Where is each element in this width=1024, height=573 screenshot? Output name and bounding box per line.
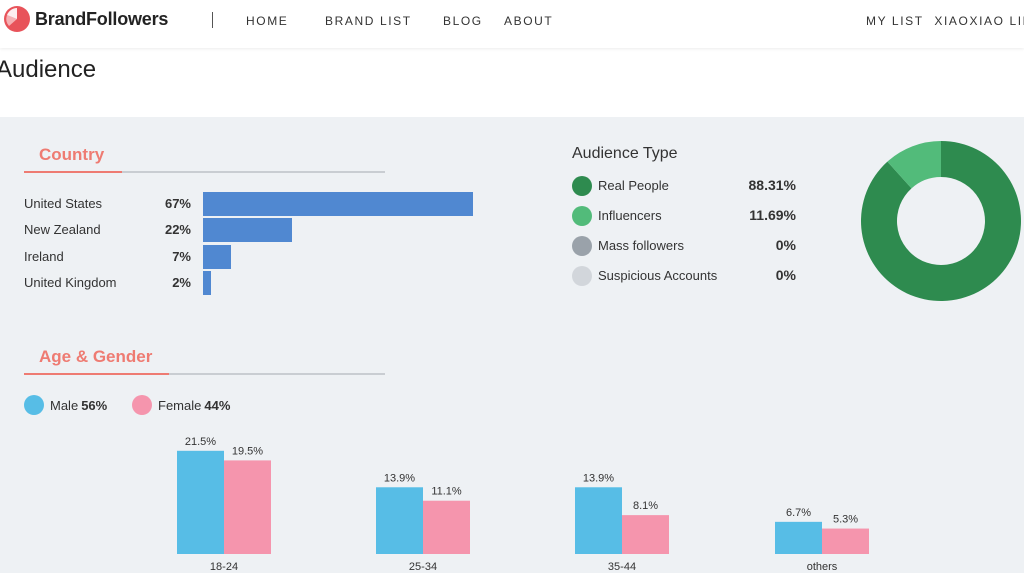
suspicious-accounts-dot-icon xyxy=(572,266,592,286)
age-category-label: 18-24 xyxy=(210,561,238,573)
country-percent: 67% xyxy=(164,196,191,211)
top-navbar: BrandFollowers HOME BRAND LIST BLOG ABOU… xyxy=(0,0,1024,48)
country-row: United Kingdom 2% xyxy=(24,271,484,295)
female-value: 44% xyxy=(204,397,231,413)
audience-panel xyxy=(0,117,1024,573)
audience-type-label: Influencers xyxy=(598,208,662,223)
age-gender-title-rule xyxy=(24,373,385,375)
bar-female-35-44 xyxy=(622,515,669,554)
nav-blog[interactable]: BLOG xyxy=(443,14,483,28)
audience-type-row: Suspicious Accounts 0% xyxy=(572,265,802,287)
audience-type-label: Suspicious Accounts xyxy=(598,268,718,283)
audience-type-value: 11.69% xyxy=(749,207,796,223)
male-legend: Male 56% xyxy=(24,394,107,416)
audience-type-row: Mass followers 0% xyxy=(572,235,802,257)
nav-divider xyxy=(212,12,213,28)
country-percent: 7% xyxy=(172,249,191,264)
female-legend: Female 44% xyxy=(132,394,230,416)
age-gender-title-accent xyxy=(24,373,169,375)
audience-type-label: Real People xyxy=(598,178,669,193)
country-bar xyxy=(203,218,292,242)
bar-value-label: 13.9% xyxy=(583,472,614,484)
brand-name: BrandFollowers xyxy=(35,8,169,29)
audience-type-row: Influencers 11.69% xyxy=(572,205,802,227)
bar-value-label: 21.5% xyxy=(185,436,216,448)
country-title-accent xyxy=(24,171,122,173)
country-title-rule xyxy=(24,171,385,173)
age-category-label: 25-34 xyxy=(409,561,437,573)
nav-about[interactable]: ABOUT xyxy=(504,14,554,28)
age-category-label: 35-44 xyxy=(608,561,636,573)
audience-type-value: 88.31% xyxy=(748,177,796,193)
bar-male-18-24 xyxy=(177,450,224,554)
country-percent: 2% xyxy=(172,275,191,290)
logo-icon xyxy=(4,6,30,32)
male-label: Male xyxy=(50,397,79,413)
nav-brand-list[interactable]: BRAND LIST xyxy=(325,14,412,28)
bar-male-others xyxy=(775,521,822,554)
bar-value-label: 13.9% xyxy=(384,472,415,484)
nav-user-menu[interactable]: XIAOXIAO LIN xyxy=(934,14,1024,28)
country-name: Ireland xyxy=(24,249,64,264)
country-name: United States xyxy=(24,196,103,211)
audience-type-title: Audience Type xyxy=(572,145,678,162)
country-percent: 22% xyxy=(164,222,191,237)
bar-female-others xyxy=(822,528,869,554)
brand-logo[interactable]: BrandFollowers xyxy=(4,6,168,32)
country-row: Ireland 7% xyxy=(24,245,484,269)
country-name: New Zealand xyxy=(24,222,101,237)
country-row: United States 67% xyxy=(24,192,484,216)
bar-male-35-44 xyxy=(575,487,622,554)
female-label: Female xyxy=(158,397,202,413)
female-dot-icon xyxy=(132,395,152,415)
donut-slice-influencers xyxy=(887,141,941,189)
age-gender-bar-chart: 21.5% 19.5% 18-24 13.9% 11.1% 25-34 13.9% 8.1% 3… xyxy=(177,436,869,573)
nav-home[interactable]: HOME xyxy=(246,14,289,28)
country-bar xyxy=(203,271,211,295)
mass-followers-dot-icon xyxy=(572,236,592,256)
age-category-label: others xyxy=(807,561,838,573)
male-value: 56% xyxy=(81,397,108,413)
age-gender-section-title: Age & Gender xyxy=(39,347,153,366)
country-bar xyxy=(203,245,231,269)
bar-value-label: 19.5% xyxy=(232,445,263,457)
audience-type-value: 0% xyxy=(775,237,796,253)
bar-female-18-24 xyxy=(224,460,271,554)
bar-value-label: 5.3% xyxy=(833,514,858,526)
male-dot-icon xyxy=(24,395,44,415)
page-title: Audience xyxy=(0,56,97,83)
influencers-dot-icon xyxy=(572,206,592,226)
bar-value-label: 6.7% xyxy=(786,507,811,519)
audience-type-value: 0% xyxy=(775,267,796,283)
country-section-title: Country xyxy=(39,145,105,164)
bar-value-label: 8.1% xyxy=(633,500,658,512)
audience-type-donut-chart xyxy=(861,141,1021,301)
country-row: New Zealand 22% xyxy=(24,218,484,242)
country-bar xyxy=(203,192,473,216)
bar-male-25-34 xyxy=(376,487,423,554)
audience-type-row: Real People 88.31% xyxy=(572,175,802,197)
real-people-dot-icon xyxy=(572,176,592,196)
audience-type-label: Mass followers xyxy=(598,238,684,253)
country-name: United Kingdom xyxy=(24,275,117,290)
donut-slice-real-people xyxy=(861,141,1021,301)
bar-female-25-34 xyxy=(423,500,470,554)
bar-value-label: 11.1% xyxy=(431,486,462,498)
nav-my-list[interactable]: MY LIST xyxy=(866,14,924,28)
